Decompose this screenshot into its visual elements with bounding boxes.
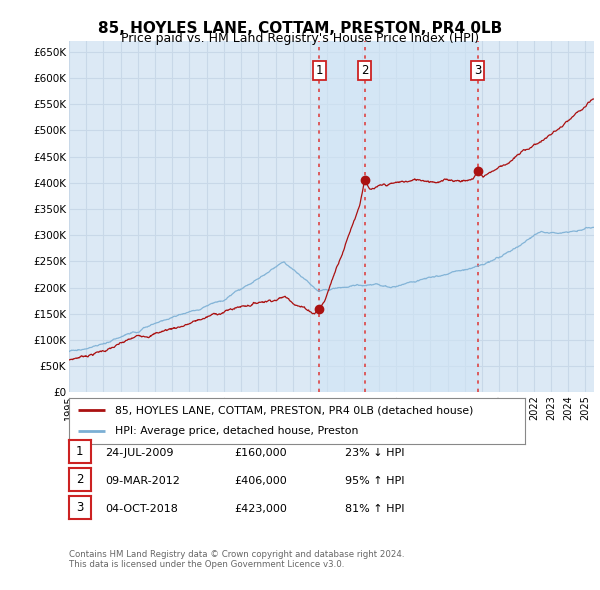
Text: 1: 1 [76, 444, 83, 458]
Text: 1: 1 [316, 64, 323, 77]
Text: 04-OCT-2018: 04-OCT-2018 [105, 504, 178, 514]
Bar [319, 41, 478, 392]
Text: £406,000: £406,000 [234, 476, 287, 486]
Text: 3: 3 [474, 64, 481, 77]
Text: Price paid vs. HM Land Registry's House Price Index (HPI): Price paid vs. HM Land Registry's House … [121, 32, 479, 45]
Text: 3: 3 [76, 501, 83, 514]
Text: 2: 2 [361, 64, 368, 77]
Text: 95% ↑ HPI: 95% ↑ HPI [345, 476, 404, 486]
Text: Contains HM Land Registry data © Crown copyright and database right 2024.
This d: Contains HM Land Registry data © Crown c… [69, 550, 404, 569]
Text: 85, HOYLES LANE, COTTAM, PRESTON, PR4 0LB (detached house): 85, HOYLES LANE, COTTAM, PRESTON, PR4 0L… [115, 405, 473, 415]
Text: 85, HOYLES LANE, COTTAM, PRESTON, PR4 0LB: 85, HOYLES LANE, COTTAM, PRESTON, PR4 0L… [98, 21, 502, 36]
Text: 24-JUL-2009: 24-JUL-2009 [105, 448, 173, 457]
Text: £160,000: £160,000 [234, 448, 287, 457]
Text: 09-MAR-2012: 09-MAR-2012 [105, 476, 180, 486]
Text: £423,000: £423,000 [234, 504, 287, 514]
Text: 23% ↓ HPI: 23% ↓ HPI [345, 448, 404, 457]
Text: HPI: Average price, detached house, Preston: HPI: Average price, detached house, Pres… [115, 426, 358, 436]
Text: 81% ↑ HPI: 81% ↑ HPI [345, 504, 404, 514]
Text: 2: 2 [76, 473, 83, 486]
